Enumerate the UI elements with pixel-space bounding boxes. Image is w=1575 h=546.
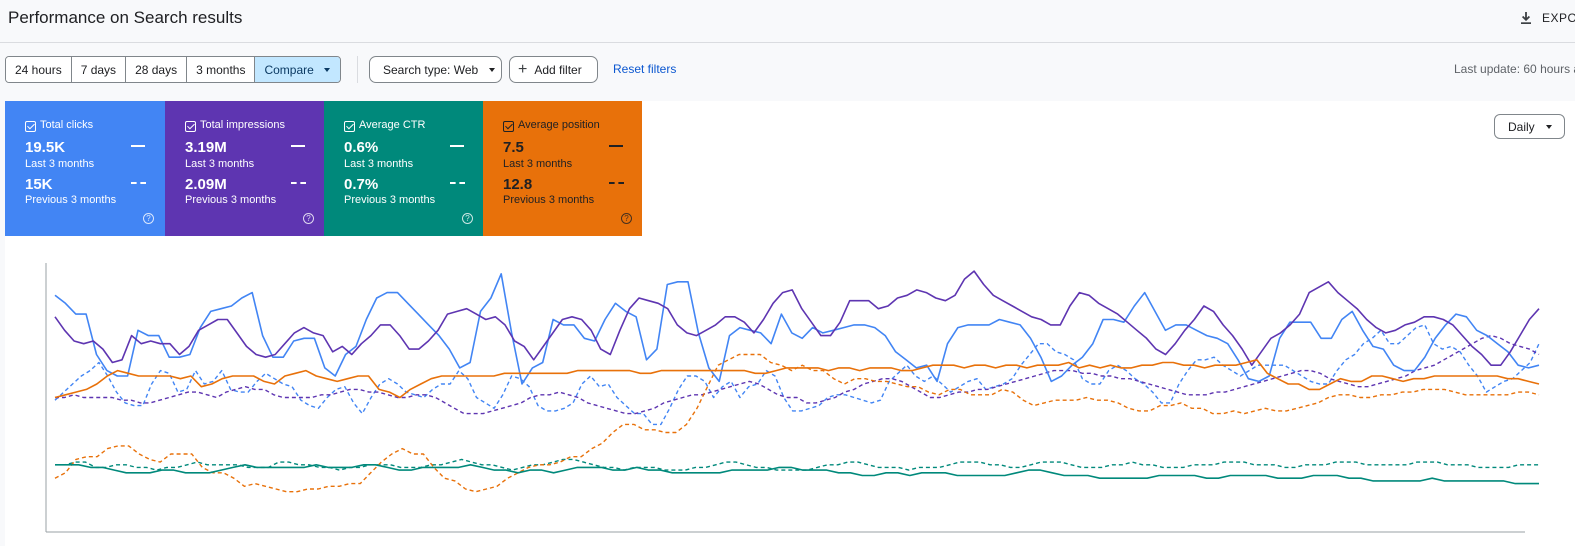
metric-label: Total impressions	[200, 119, 285, 131]
metric-previous-value: 2.09M	[185, 176, 227, 193]
dashed-line-key-icon	[131, 182, 146, 184]
page-header: Performance on Search results EXPORT	[0, 0, 1575, 43]
range-7-days-button[interactable]: 7 days	[71, 57, 127, 82]
dashed-line-key-icon	[291, 182, 306, 184]
solid-line-key-icon	[291, 145, 305, 147]
range-24-hours-button[interactable]: 24 hours	[6, 57, 72, 82]
dashed-line-key-icon	[609, 182, 624, 184]
series-line-total-clicks-previous	[54, 324, 1540, 426]
series-line-average-ctr-current	[55, 464, 1539, 485]
metric-card-average-ctr[interactable]: Average CTR 0.6% Last 3 months 0.7% Prev…	[324, 101, 484, 236]
metric-current-value: 3.19M	[185, 139, 227, 156]
filter-toolbar: 24 hours 7 days 28 days 3 months Compare…	[0, 43, 1575, 100]
page-title: Performance on Search results	[8, 8, 243, 27]
series-line-total-impressions-previous	[55, 334, 1540, 415]
metric-previous-period: Previous 3 months	[25, 194, 117, 206]
toolbar-divider	[357, 56, 358, 83]
compare-label: Compare	[264, 62, 314, 77]
export-label: EXPORT	[1542, 11, 1575, 25]
reset-filters-link[interactable]: Reset filters	[613, 62, 677, 76]
metric-label: Average CTR	[359, 119, 426, 131]
series-layer	[54, 270, 1540, 493]
help-circle-icon[interactable]: ?	[621, 213, 632, 224]
solid-line-key-icon	[609, 145, 623, 147]
caret-down-icon	[1545, 124, 1552, 129]
metric-previous-value: 12.8	[503, 176, 533, 193]
dashed-line-key-icon	[450, 182, 465, 184]
metric-previous-period: Previous 3 months	[344, 194, 436, 206]
metric-label: Average position	[518, 119, 600, 131]
plus-icon: +	[518, 60, 528, 78]
export-button[interactable]: EXPORT	[1518, 8, 1575, 28]
search-type-label: Search type: Web	[383, 62, 479, 77]
last-update-text: Last update: 60 hours ago	[1454, 62, 1575, 76]
metric-previous-period: Previous 3 months	[503, 194, 595, 206]
series-line-average-position-previous	[54, 353, 1540, 493]
metric-card-total-impressions[interactable]: Total impressions 3.19M Last 3 months 2.…	[165, 101, 325, 236]
metric-previous-period: Previous 3 months	[185, 194, 277, 206]
caret-down-icon	[489, 67, 496, 72]
metric-card-total-clicks[interactable]: Total clicks 19.5K Last 3 months 15K Pre…	[5, 101, 165, 236]
series-line-average-ctr-previous	[55, 458, 1539, 471]
metric-current-value: 19.5K	[25, 139, 66, 156]
date-range-selector: 24 hours 7 days 28 days 3 months Compare	[5, 56, 341, 83]
range-3-months-button[interactable]: 3 months	[187, 57, 256, 82]
granularity-label: Daily	[1508, 119, 1535, 134]
granularity-dropdown[interactable]: Daily	[1494, 114, 1565, 139]
metric-current-period: Last 3 months	[344, 158, 414, 170]
metric-previous-value: 0.7%	[344, 176, 379, 193]
metric-current-value: 7.5	[503, 139, 524, 156]
range-28-days-button[interactable]: 28 days	[126, 57, 188, 82]
help-circle-icon[interactable]: ?	[462, 213, 473, 224]
metric-current-value: 0.6%	[344, 139, 379, 156]
metric-card-average-position[interactable]: Average position 7.5 Last 3 months 12.8 …	[483, 101, 642, 236]
add-filter-label: Add filter	[534, 62, 582, 77]
metric-previous-value: 15K	[25, 176, 53, 193]
solid-line-key-icon	[450, 145, 464, 147]
performance-line-chart	[45, 263, 1540, 533]
checkbox-checked-icon[interactable]	[185, 121, 196, 132]
add-filter-button[interactable]: + Add filter	[509, 56, 598, 83]
checkbox-checked-icon[interactable]	[25, 121, 36, 132]
checkbox-checked-icon[interactable]	[344, 121, 355, 132]
caret-down-icon	[323, 67, 330, 72]
metric-current-period: Last 3 months	[25, 158, 95, 170]
help-circle-icon[interactable]: ?	[303, 213, 314, 224]
series-line-total-impressions-current	[54, 270, 1540, 366]
metric-current-period: Last 3 months	[503, 158, 573, 170]
solid-line-key-icon	[131, 145, 145, 147]
series-line-average-position-current	[54, 359, 1540, 399]
metric-current-period: Last 3 months	[185, 158, 255, 170]
checkbox-checked-icon[interactable]	[503, 121, 514, 132]
download-icon	[1518, 10, 1534, 26]
metric-label: Total clicks	[40, 119, 94, 131]
search-type-filter[interactable]: Search type: Web	[369, 56, 502, 83]
performance-panel: Total clicks 19.5K Last 3 months 15K Pre…	[5, 101, 1575, 546]
compare-button[interactable]: Compare	[255, 57, 340, 82]
help-circle-icon[interactable]: ?	[143, 213, 154, 224]
